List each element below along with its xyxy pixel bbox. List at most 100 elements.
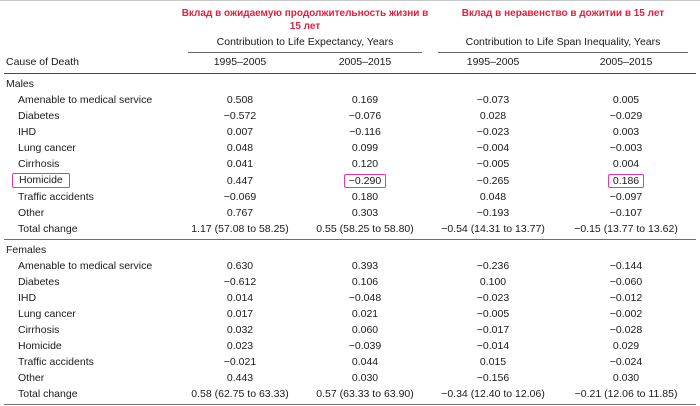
value-cell: −0.060 — [556, 274, 696, 290]
value: 0.58 (62.75 to 63.33) — [191, 388, 289, 400]
value: 0.060 — [351, 324, 379, 336]
group-header-life-expectancy: Contribution to Life Expectancy, Years — [180, 35, 430, 53]
col-header-le-1995-2005: 1995–2005 — [180, 53, 300, 74]
value: 0.030 — [351, 372, 379, 384]
value-cell: 0.060 — [300, 322, 430, 338]
value: −0.116 — [349, 126, 381, 138]
value-cell: 0.023 — [180, 338, 300, 354]
value-cell: −0.039 — [300, 338, 430, 354]
cause-cell: Homicide — [4, 172, 180, 189]
annotation-life-expectancy: Вклад в ожидаемую продолжительность жизн… — [181, 8, 429, 32]
cause-cell: Amenable to medical service — [4, 258, 180, 274]
value: 0.021 — [351, 308, 379, 320]
cause-cell: Cirrhosis — [4, 322, 180, 338]
value: 0.007 — [226, 126, 254, 138]
value: −0.236 — [476, 260, 510, 272]
table-row: Lung cancer 0.048 0.099 −0.004 −0.003 — [4, 140, 696, 156]
cause-cell: IHD — [4, 124, 180, 140]
value-cell: 0.003 — [556, 124, 696, 140]
section-label: Males — [6, 78, 35, 90]
value: −0.048 — [348, 292, 382, 304]
cause-cell: Lung cancer — [4, 306, 180, 322]
value-cell: 0.048 — [430, 189, 556, 205]
value-cell: 0.443 — [180, 370, 300, 386]
value: 0.014 — [226, 292, 254, 304]
cause-cell: Other — [4, 205, 180, 221]
value: −0.060 — [609, 276, 643, 288]
value: 0.169 — [351, 94, 379, 106]
cause-label: Other — [18, 207, 45, 219]
value: 0.106 — [351, 276, 379, 288]
value-cell: −0.005 — [430, 156, 556, 172]
table-row: IHD 0.014 −0.048 −0.023 −0.012 — [4, 290, 696, 306]
value: 0.017 — [226, 308, 254, 320]
value: −0.290 — [343, 173, 387, 188]
table-row: Total change 1.17 (57.08 to 58.25) 0.55 (5… — [4, 221, 697, 240]
value: −0.144 — [609, 260, 643, 272]
annotation-spacer — [4, 7, 180, 33]
value-cell: −0.54 (14.31 to 13.77) — [430, 221, 557, 240]
value: 0.120 — [351, 158, 379, 170]
value-cell: 0.044 — [300, 354, 430, 370]
value-cell: 0.021 — [300, 306, 430, 322]
value: 0.55 (58.25 to 58.80) — [316, 223, 414, 235]
section-row-males: Males — [4, 74, 696, 93]
value: 0.393 — [351, 260, 379, 272]
group-header-row: Contribution to Life Expectancy, Years C… — [4, 35, 696, 53]
group-label: Contribution to Life Expectancy, Years — [188, 36, 423, 53]
cause-of-death-table: Contribution to Life Expectancy, Years C… — [4, 35, 697, 405]
value-cell: 0.030 — [300, 370, 430, 386]
col-header-le-2005-2015: 2005–2015 — [300, 53, 431, 74]
value-cell: −0.107 — [556, 205, 696, 221]
value-cell: 0.030 — [556, 370, 696, 386]
value-cell: −0.572 — [180, 108, 300, 124]
value: −0.024 — [609, 356, 643, 368]
table-row: Other 0.767 0.303 −0.193 −0.107 — [4, 205, 696, 221]
value: −0.005 — [476, 158, 510, 170]
value-cell: 0.630 — [180, 258, 300, 274]
value-cell: 0.099 — [300, 140, 430, 156]
value: 0.100 — [479, 276, 507, 288]
value: −0.021 — [223, 356, 257, 368]
value-cell: −0.004 — [430, 140, 556, 156]
value: 0.186 — [607, 173, 645, 188]
value: −0.005 — [476, 308, 510, 320]
value-cell: −0.024 — [556, 354, 696, 370]
value: 0.005 — [612, 94, 640, 106]
value: 0.57 (63.33 to 63.90) — [316, 388, 414, 400]
value-cell: −0.028 — [556, 322, 696, 338]
value: 0.508 — [226, 94, 254, 106]
cause-cell: Lung cancer — [4, 140, 180, 156]
section-row-females: Females — [4, 240, 696, 259]
value-cell: −0.048 — [300, 290, 430, 306]
value: −0.039 — [348, 340, 382, 352]
value-cell: −0.023 — [430, 124, 556, 140]
value-cell: 0.106 — [300, 274, 430, 290]
table-row: Lung cancer 0.017 0.021 −0.005 −0.002 — [4, 306, 696, 322]
value: −0.572 — [223, 110, 257, 122]
value-cell: 0.014 — [180, 290, 300, 306]
value-cell: −0.15 (13.77 to 13.62) — [556, 221, 697, 240]
value-cell: 0.58 (62.75 to 63.33) — [180, 386, 300, 405]
value: 0.023 — [226, 340, 254, 352]
value-cell: 0.447 — [180, 172, 300, 189]
group-header-empty — [4, 35, 180, 53]
cause-cell: IHD — [4, 290, 180, 306]
value-cell: 0.032 — [180, 322, 300, 338]
value-cell: −0.290 — [300, 172, 430, 189]
value: 0.048 — [479, 191, 507, 203]
value: −0.34 (12.40 to 12.06) — [441, 388, 545, 400]
value: −0.097 — [609, 191, 643, 203]
value-cell: −0.193 — [430, 205, 556, 221]
value: −0.54 (14.31 to 13.77) — [441, 223, 545, 235]
value-cell: −0.156 — [430, 370, 556, 386]
annotations-row: Вклад в ожидаемую продолжительность жизн… — [4, 7, 696, 33]
value: −0.107 — [609, 207, 643, 219]
value-cell: 0.186 — [556, 172, 696, 189]
value-cell: 0.048 — [180, 140, 300, 156]
value-cell: −0.029 — [556, 108, 696, 124]
cause-cell: Total change — [4, 386, 180, 405]
value: 0.003 — [612, 126, 640, 138]
value-cell: −0.021 — [180, 354, 300, 370]
cause-cell: Diabetes — [4, 108, 180, 124]
